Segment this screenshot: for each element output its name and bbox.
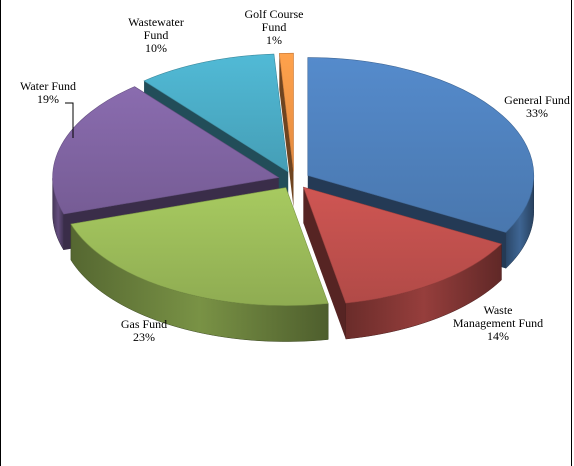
pie-tops xyxy=(52,52,535,306)
slice-label-line: Fund xyxy=(144,28,169,42)
slice-label: Gas Fund 23% xyxy=(121,317,167,344)
slice-label-line: 19% xyxy=(37,92,59,106)
slice-label-line: General Fund xyxy=(504,93,570,107)
slice-label-line: Waste xyxy=(483,303,512,317)
slice-label: General Fund 33% xyxy=(504,93,570,120)
slice-gas-fund xyxy=(70,187,329,306)
slice-label: Waste Management Fund 14% xyxy=(453,303,543,343)
slice-label-line: Water Fund xyxy=(20,79,76,93)
slice-label-line: Wastewater xyxy=(128,15,184,29)
pie-leader-lines xyxy=(65,102,74,138)
slice-label-line: Gas Fund xyxy=(121,317,167,331)
slice-label-line: 1% xyxy=(266,33,282,47)
slice-golf-course xyxy=(278,52,294,172)
slice-label: Water Fund 19% xyxy=(20,79,76,106)
slice-label: Wastewater Fund 10% xyxy=(128,15,184,55)
pie-labels: General Fund 33% Waste Management Fund 14% Ga… xyxy=(20,7,570,344)
slice-radial-wall xyxy=(279,53,294,208)
slice-radial-wall xyxy=(303,187,346,340)
slice-general-fund xyxy=(307,57,535,233)
slice-label-line: 14% xyxy=(487,329,509,343)
slice-label-line: Management Fund xyxy=(453,316,543,330)
slice-waste xyxy=(302,186,503,304)
slice-label-line: 10% xyxy=(145,41,167,55)
water-fund-leader-line xyxy=(65,102,74,138)
slice-label-line: 33% xyxy=(526,106,548,120)
slice-label-line: Golf Course xyxy=(245,7,304,21)
slice-water-fund xyxy=(52,86,280,215)
slice-label-line: 23% xyxy=(133,330,155,344)
slice-wastewater xyxy=(143,53,289,173)
slice-label-line: Fund xyxy=(262,20,287,34)
slice-label: Golf Course Fund 1% xyxy=(245,7,304,47)
